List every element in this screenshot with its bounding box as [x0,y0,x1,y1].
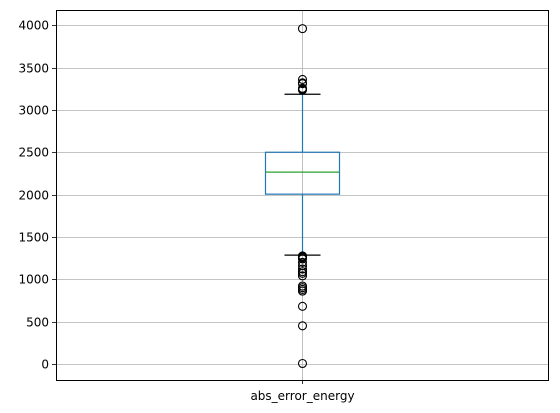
y-tick-label: 4000 [18,19,49,33]
outlier-point [297,85,308,95]
outlier-point [297,257,308,267]
x-axis: abs_error_energy [250,380,355,403]
outlier-point [297,321,308,331]
outlier-point [297,74,308,84]
outlier-point [297,264,308,274]
outlier-point [297,358,308,369]
y-tick-label: 2500 [18,146,49,160]
y-tick-label: 1000 [18,273,49,287]
outlier-point [297,79,308,89]
outlier-point [297,268,308,278]
iqr-box [264,151,341,195]
box-group [264,24,341,369]
y-tick-label: 3500 [18,62,49,76]
plot-frame [56,10,549,381]
y-axis: 0 500 1000 1500 2000 2500 3000 3500 4000 [18,19,56,372]
outlier-point [297,271,308,281]
y-tick-label: 1500 [18,231,49,245]
y-tick-label: 500 [26,316,49,330]
y-tick-label: 2000 [18,189,49,203]
outlier-point [297,286,308,296]
box-series [264,24,341,369]
outlier-point [297,24,308,34]
x-tick-label: abs_error_energy [250,389,354,403]
y-tick-label: 0 [41,358,49,372]
outlier-point [297,254,308,264]
y-tick-label: 3000 [18,104,49,118]
outlier-point [297,301,308,311]
